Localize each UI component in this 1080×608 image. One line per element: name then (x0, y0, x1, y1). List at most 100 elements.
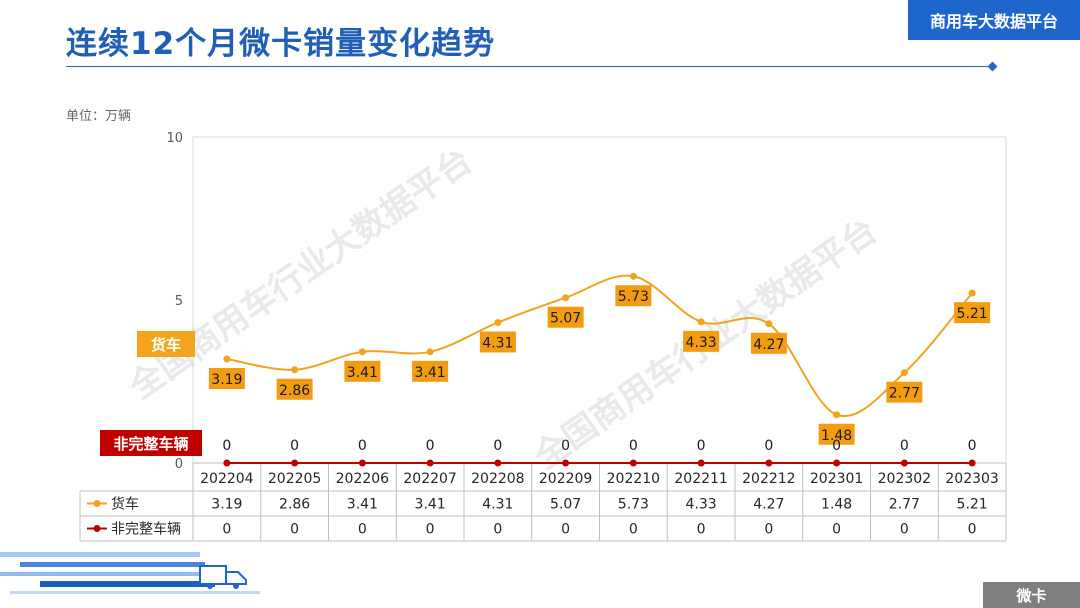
data-label: 0 (968, 438, 977, 454)
table-cell: 0 (900, 522, 909, 538)
data-label-box (208, 368, 245, 390)
x-tick-label: 202302 (878, 471, 931, 487)
table-cell: 2.86 (279, 497, 310, 513)
table-cell: 1.48 (821, 497, 852, 513)
truck-streaks-decoration (0, 552, 260, 594)
x-tick-label: 202211 (674, 471, 727, 487)
data-label-box (344, 360, 381, 382)
table-cell: 3.41 (415, 497, 446, 513)
data-point (358, 459, 366, 467)
data-point (291, 459, 299, 467)
data-label: 0 (561, 438, 570, 454)
legend-entry: 货车 (111, 496, 139, 513)
data-point (562, 294, 570, 302)
table-cell: 4.33 (686, 497, 717, 513)
x-tick-label: 202301 (810, 471, 863, 487)
legend-marker (93, 525, 101, 532)
title-divider (66, 66, 992, 67)
table-cell: 4.27 (753, 497, 784, 513)
x-tick-label: 202208 (471, 471, 524, 487)
table-cell: 0 (629, 522, 638, 538)
data-point (900, 369, 908, 377)
data-label: 0 (697, 438, 706, 454)
table-cell: 3.19 (211, 497, 242, 513)
y-tick-label: 10 (166, 131, 183, 146)
data-label-box (412, 360, 449, 382)
data-point (833, 459, 841, 467)
legend-entry: 非完整车辆 (111, 521, 181, 538)
legend-marker (93, 500, 101, 507)
table-cell: 3.41 (347, 497, 378, 513)
data-label: 3.41 (415, 365, 446, 381)
data-point (629, 459, 637, 467)
data-label: 0 (358, 438, 367, 454)
table-cell: 0 (222, 522, 231, 538)
data-label: 0 (764, 438, 773, 454)
data-label: 0 (290, 438, 299, 454)
data-point (291, 366, 299, 374)
table-cell: 5.07 (550, 497, 581, 513)
data-label-box (276, 378, 313, 400)
series-tag-truck: 货车 (137, 331, 195, 357)
data-label-box (547, 306, 584, 328)
table-cell: 0 (493, 522, 502, 538)
y-tick-label: 0 (175, 457, 183, 472)
x-tick-label: 202209 (539, 471, 592, 487)
data-label: 2.86 (279, 383, 310, 399)
data-point (358, 348, 366, 356)
data-label: 5.07 (550, 311, 581, 327)
unit-label: 单位：万辆 (66, 109, 132, 124)
data-label: 0 (493, 438, 502, 454)
data-label: 3.41 (347, 365, 378, 381)
data-point (900, 459, 908, 467)
table-cell: 0 (832, 522, 841, 538)
x-tick-label: 202204 (200, 471, 254, 487)
data-point (765, 320, 773, 328)
data-label: 3.19 (211, 372, 242, 388)
table-cell: 2.77 (889, 497, 920, 513)
x-tick-label: 202207 (403, 471, 456, 487)
data-label-box (818, 423, 855, 445)
data-point (223, 459, 231, 467)
data-label-box (683, 330, 720, 352)
footer-badge: 微卡 (983, 582, 1080, 608)
data-point (833, 411, 841, 419)
data-label: 0 (832, 438, 841, 454)
data-label: 0 (629, 438, 638, 454)
data-label: 5.73 (618, 289, 649, 305)
data-label-box (886, 381, 923, 403)
data-label: 1.48 (821, 428, 852, 444)
table-cell: 0 (561, 522, 570, 538)
data-point (697, 459, 705, 467)
brand-badge: 商用车大数据平台 (908, 0, 1080, 40)
series-tag-incomplete-vehicle: 非完整车辆 (100, 430, 202, 456)
data-point (223, 355, 231, 363)
data-point (426, 459, 434, 467)
table-cell: 5.21 (957, 497, 988, 513)
data-label-box (479, 331, 516, 353)
data-label: 0 (900, 438, 909, 454)
data-point (765, 459, 773, 467)
data-point (968, 459, 976, 467)
data-label: 4.33 (686, 335, 717, 351)
data-label-box (750, 332, 787, 354)
data-point (562, 459, 570, 467)
table-cell: 0 (697, 522, 706, 538)
x-tick-label: 202206 (336, 471, 390, 487)
table-cell: 0 (426, 522, 435, 538)
data-point (494, 318, 502, 326)
data-label: 2.77 (889, 386, 920, 402)
table-cell: 0 (764, 522, 773, 538)
table-cell: 4.31 (482, 497, 513, 513)
x-tick-label: 202303 (945, 471, 998, 487)
table-cell: 0 (358, 522, 367, 538)
x-tick-label: 202212 (742, 471, 795, 487)
table-cell: 0 (290, 522, 299, 538)
data-label: 4.31 (482, 335, 513, 351)
data-point (629, 272, 637, 280)
data-label-box (954, 302, 991, 324)
data-label: 4.27 (753, 337, 784, 353)
x-tick-label: 202205 (268, 471, 321, 487)
data-point (968, 289, 976, 297)
